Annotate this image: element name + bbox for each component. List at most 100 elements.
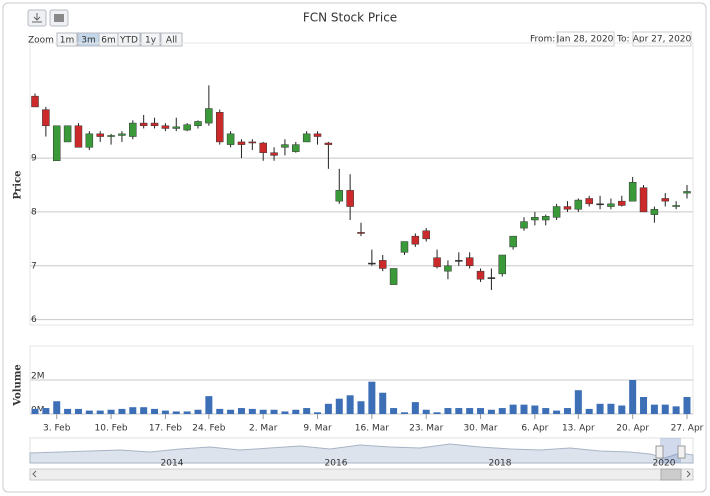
volume-bar — [574, 390, 582, 414]
volume-bar — [672, 406, 680, 414]
navigator-mask — [660, 438, 681, 463]
candle-body — [672, 205, 680, 207]
candle-body — [161, 125, 170, 129]
volume-tick-label: 2M — [31, 372, 45, 382]
volume-bar — [85, 410, 93, 414]
volume-bar — [487, 409, 495, 414]
candle-body — [74, 125, 83, 148]
candle-body — [628, 182, 637, 202]
navigator[interactable] — [29, 437, 694, 464]
x-tick-label: 13. Apr — [562, 424, 595, 434]
volume-bar — [444, 408, 452, 414]
candle-body — [433, 257, 441, 268]
volume-bar — [379, 392, 387, 414]
volume-bar — [640, 397, 648, 414]
scrollbar-track — [29, 468, 694, 481]
export-buttons[interactable] — [27, 9, 69, 27]
range-button-label: 6m — [101, 36, 116, 46]
volume-bar — [368, 381, 376, 414]
x-tick-label: 24. Feb — [192, 424, 225, 434]
volume-bar — [357, 401, 365, 414]
volume-bar — [553, 410, 561, 414]
volume-bar — [531, 405, 539, 414]
candle-body — [683, 191, 691, 194]
download-icon — [32, 13, 42, 23]
candle-body — [281, 144, 289, 148]
candle-body — [172, 126, 181, 129]
volume-bar — [466, 408, 474, 414]
scrollbar-arrows[interactable] — [32, 470, 691, 478]
range-button-label: 3m — [81, 36, 96, 46]
volume-bar — [281, 411, 289, 414]
candle-body — [520, 221, 528, 229]
candle-body — [129, 122, 137, 137]
candle-body — [248, 141, 257, 144]
candle-body — [313, 133, 322, 137]
candle-body — [618, 200, 626, 206]
volume-bar — [74, 408, 82, 414]
volume-bar — [96, 410, 104, 414]
candle-body — [31, 95, 39, 108]
candle-body — [639, 187, 648, 213]
candle-body — [368, 262, 376, 265]
y-tick-label: 7 — [31, 261, 37, 271]
volume-bar — [140, 407, 148, 414]
volume-bar — [509, 404, 517, 414]
volume-bar — [346, 395, 354, 414]
volume-bar — [118, 408, 126, 414]
candle-body — [563, 206, 572, 210]
candle-body — [357, 232, 365, 234]
volume-bar — [618, 405, 626, 414]
y-tick-label: 8 — [31, 207, 37, 217]
volume-bar — [683, 397, 691, 414]
candle-body — [205, 108, 213, 124]
volume-bar — [248, 408, 256, 414]
candle-body — [302, 133, 311, 143]
navigator-handle-right[interactable] — [677, 445, 686, 459]
y-tick-label: 9 — [31, 154, 37, 164]
candle-body — [118, 133, 126, 136]
candle-body — [389, 268, 398, 285]
range-button-label: YTD — [119, 36, 138, 46]
y-tick-label: 6 — [31, 315, 37, 325]
range-button-label: 1m — [60, 36, 75, 46]
candle-body — [455, 260, 463, 262]
volume-bar — [216, 408, 224, 414]
candle-body — [237, 141, 246, 145]
candle-body — [270, 152, 278, 156]
scrollbar[interactable] — [29, 468, 694, 481]
candle-body — [541, 215, 550, 221]
volume-bar — [607, 403, 615, 414]
candle-body — [150, 122, 159, 127]
candle-body — [661, 198, 670, 202]
volume-bar — [422, 409, 430, 414]
x-tick-label: 10. Feb — [95, 424, 128, 434]
volume-axis-title: Volume — [13, 364, 24, 407]
x-tick-label: 9. Mar — [303, 424, 332, 434]
to-value: Apr 27, 2020 — [633, 35, 692, 45]
scrollbar-thumb[interactable] — [660, 468, 682, 481]
candle-body — [96, 133, 104, 137]
volume-bar — [270, 409, 278, 414]
volume-bar — [259, 409, 267, 414]
volume-bar — [183, 411, 191, 414]
candle-body — [531, 217, 539, 221]
chart-title: FCN Stock Price — [303, 11, 397, 25]
volume-bar — [237, 408, 245, 414]
candle-body — [215, 112, 224, 143]
volume-bar — [411, 402, 419, 414]
navigator-handle-left[interactable] — [655, 445, 664, 459]
volume-bar — [324, 403, 332, 414]
volume-bar — [585, 408, 593, 414]
volume-bar — [455, 408, 463, 414]
volume-bar — [227, 409, 235, 414]
navigator-label: 2018 — [489, 459, 512, 469]
candle-body — [259, 142, 267, 153]
candle-body — [63, 125, 72, 143]
volume-bar — [433, 412, 441, 414]
volume-bar — [498, 408, 506, 414]
candle-body — [324, 142, 333, 145]
volume-bar — [520, 404, 528, 414]
